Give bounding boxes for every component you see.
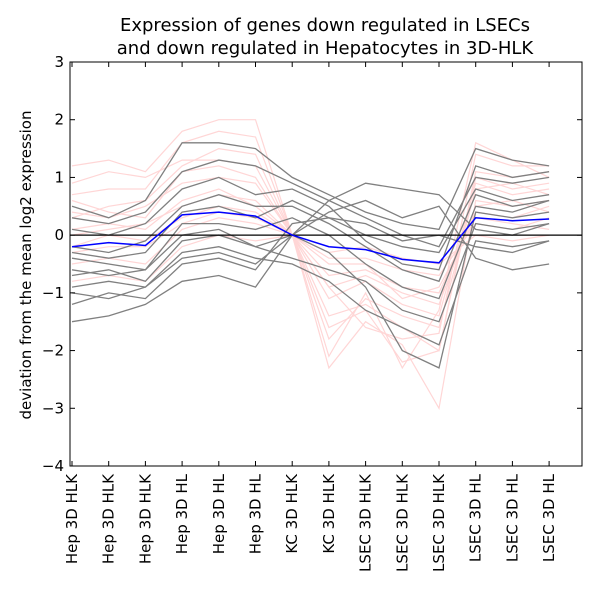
series-line-gray-17 xyxy=(71,165,550,271)
x-tick-label: LSEC 3D HL xyxy=(467,473,485,562)
x-tick-label: LSEC 3D HL xyxy=(503,473,521,562)
x-tick-label: Hep 3D HLK xyxy=(63,473,81,564)
y-tick-label: −1 xyxy=(42,284,64,302)
y-axis: −4 −3 −2 −1 0 1 2 3 xyxy=(42,53,582,475)
x-tick-label: Hep 3D HL xyxy=(173,473,191,554)
y-tick-label: −4 xyxy=(42,457,64,475)
series-line-gray-23 xyxy=(71,193,550,283)
series-line-gray-15 xyxy=(71,142,550,231)
x-tick-label: KC 3D HLK xyxy=(283,473,301,554)
series-line-gray-16 xyxy=(71,188,550,259)
series-line-gray-22 xyxy=(71,222,550,323)
y-tick-label: 0 xyxy=(54,226,64,244)
series-line-gray-12 xyxy=(71,199,550,323)
series-line-gray-14 xyxy=(71,211,550,369)
series-line-pink-2 xyxy=(71,119,550,370)
series-line-gray-19 xyxy=(71,199,550,300)
x-tick-label: Hep 3D HLK xyxy=(100,473,118,564)
series-line-mean xyxy=(71,211,550,264)
series-line-gray-18 xyxy=(71,240,550,346)
series-line-pink-6 xyxy=(71,217,550,277)
series-line-gray-21 xyxy=(71,159,550,248)
y-tick-label: 3 xyxy=(54,53,64,71)
x-tick-label: LSEC 3D HLK xyxy=(357,473,375,572)
y-axis-label: deviation from the mean log2 expression xyxy=(17,111,35,420)
series-line-gray-20 xyxy=(71,217,550,306)
series-line-pink-7 xyxy=(71,165,550,341)
chart-title-line-1: Expression of genes down regulated in LS… xyxy=(120,15,530,36)
series-line-pink-8 xyxy=(71,211,550,300)
plot-frame xyxy=(69,61,583,467)
series-line-pink-1 xyxy=(71,130,550,352)
y-tick-label: 1 xyxy=(54,168,64,186)
series-layer xyxy=(71,119,550,411)
series-line-pink-9 xyxy=(71,147,550,363)
x-tick-label: KC 3D HLK xyxy=(320,473,338,554)
chart-title-line-2: and down regulated in Hepatocytes in 3D-… xyxy=(117,38,535,59)
x-tick-label: LSEC 3D HLK xyxy=(393,473,411,572)
mean-layer xyxy=(71,211,550,264)
y-tick-label: −3 xyxy=(42,399,64,417)
x-tick-label: Hep 3D HL xyxy=(210,473,228,554)
y-tick-label: 2 xyxy=(54,111,64,129)
x-tick-label: LSEC 3D HLK xyxy=(430,473,448,572)
series-line-gray-13 xyxy=(71,182,550,300)
x-tick-label: Hep 3D HLK xyxy=(136,473,154,564)
x-axis: Hep 3D HLK Hep 3D HLK Hep 3D HLK Hep 3D HL H… xyxy=(63,62,558,572)
y-tick-label: −2 xyxy=(42,342,64,360)
x-tick-label: LSEC 3D HL xyxy=(540,473,558,562)
x-tick-label: Hep 3D HL xyxy=(247,473,265,554)
